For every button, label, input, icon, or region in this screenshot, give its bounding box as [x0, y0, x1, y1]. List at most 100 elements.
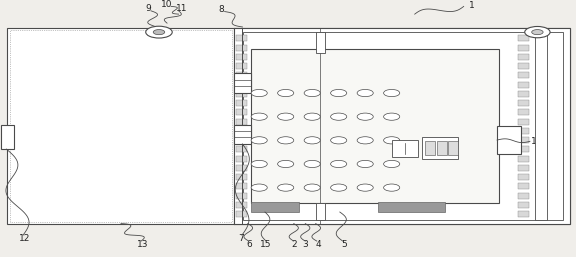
Bar	[518, 156, 529, 162]
Circle shape	[532, 30, 543, 35]
Circle shape	[331, 184, 347, 191]
Bar	[236, 156, 247, 162]
Bar	[7, 28, 570, 224]
Text: 9: 9	[146, 4, 151, 13]
Bar	[518, 128, 529, 134]
Bar	[236, 63, 247, 69]
Circle shape	[525, 26, 550, 38]
Bar	[518, 63, 529, 69]
Circle shape	[357, 160, 373, 168]
Bar	[236, 109, 247, 115]
Bar	[236, 128, 247, 134]
Bar	[518, 119, 529, 125]
Circle shape	[357, 113, 373, 120]
Bar	[422, 137, 458, 159]
Circle shape	[331, 137, 347, 144]
Bar	[236, 119, 247, 125]
Text: 5: 5	[342, 240, 347, 249]
Circle shape	[304, 137, 320, 144]
Circle shape	[278, 184, 294, 191]
Bar	[236, 54, 247, 60]
Bar	[518, 100, 529, 106]
Circle shape	[251, 137, 267, 144]
Bar	[518, 82, 529, 88]
Bar	[236, 165, 247, 171]
Circle shape	[357, 184, 373, 191]
Text: 10: 10	[161, 0, 173, 9]
Bar	[316, 32, 325, 53]
Circle shape	[331, 89, 347, 97]
Circle shape	[278, 160, 294, 168]
Text: 3: 3	[302, 240, 308, 249]
Bar	[518, 45, 529, 51]
Circle shape	[304, 89, 320, 97]
Bar	[236, 35, 247, 41]
Text: 13: 13	[137, 240, 149, 249]
Text: 1: 1	[469, 1, 475, 10]
Bar	[236, 211, 247, 217]
Bar	[236, 202, 247, 208]
Bar	[236, 72, 247, 78]
Bar	[234, 73, 251, 93]
Text: 8: 8	[218, 5, 224, 14]
Bar	[236, 100, 247, 106]
Text: 12: 12	[18, 234, 30, 243]
Bar	[1, 125, 14, 149]
Circle shape	[331, 160, 347, 168]
Bar	[236, 174, 247, 180]
Bar	[535, 35, 547, 220]
Circle shape	[357, 89, 373, 97]
Circle shape	[278, 89, 294, 97]
Bar	[518, 72, 529, 78]
Circle shape	[384, 137, 400, 144]
Circle shape	[251, 184, 267, 191]
Circle shape	[357, 137, 373, 144]
Bar	[425, 141, 435, 155]
Circle shape	[146, 26, 172, 38]
Text: 14: 14	[531, 137, 543, 146]
Text: 15: 15	[260, 240, 272, 249]
Circle shape	[251, 89, 267, 97]
Bar	[518, 183, 529, 189]
Bar	[236, 91, 247, 97]
Bar	[234, 125, 251, 144]
Bar	[243, 32, 563, 220]
Bar	[518, 165, 529, 171]
Bar	[236, 82, 247, 88]
Circle shape	[384, 160, 400, 168]
Bar	[251, 49, 499, 203]
Text: 11: 11	[176, 4, 188, 13]
Bar	[316, 203, 325, 220]
Bar	[392, 140, 418, 157]
Circle shape	[278, 113, 294, 120]
Bar	[518, 109, 529, 115]
Circle shape	[331, 113, 347, 120]
Bar	[236, 183, 247, 189]
Circle shape	[153, 30, 165, 35]
Circle shape	[304, 113, 320, 120]
Circle shape	[384, 113, 400, 120]
Circle shape	[251, 160, 267, 168]
Bar	[518, 174, 529, 180]
Bar	[518, 54, 529, 60]
Bar	[236, 193, 247, 199]
Bar	[518, 193, 529, 199]
Bar	[518, 91, 529, 97]
Bar	[236, 146, 247, 152]
Text: 7: 7	[238, 234, 244, 243]
Bar	[448, 141, 458, 155]
Circle shape	[384, 89, 400, 97]
Bar	[236, 45, 247, 51]
Bar	[437, 141, 447, 155]
Bar	[10, 30, 232, 222]
Circle shape	[304, 160, 320, 168]
Bar	[251, 202, 299, 212]
Circle shape	[251, 113, 267, 120]
Bar	[518, 211, 529, 217]
Bar	[518, 137, 529, 143]
Text: 4: 4	[315, 240, 321, 249]
Bar	[234, 28, 570, 224]
Bar	[378, 202, 445, 212]
Bar	[497, 126, 521, 154]
Bar	[518, 202, 529, 208]
